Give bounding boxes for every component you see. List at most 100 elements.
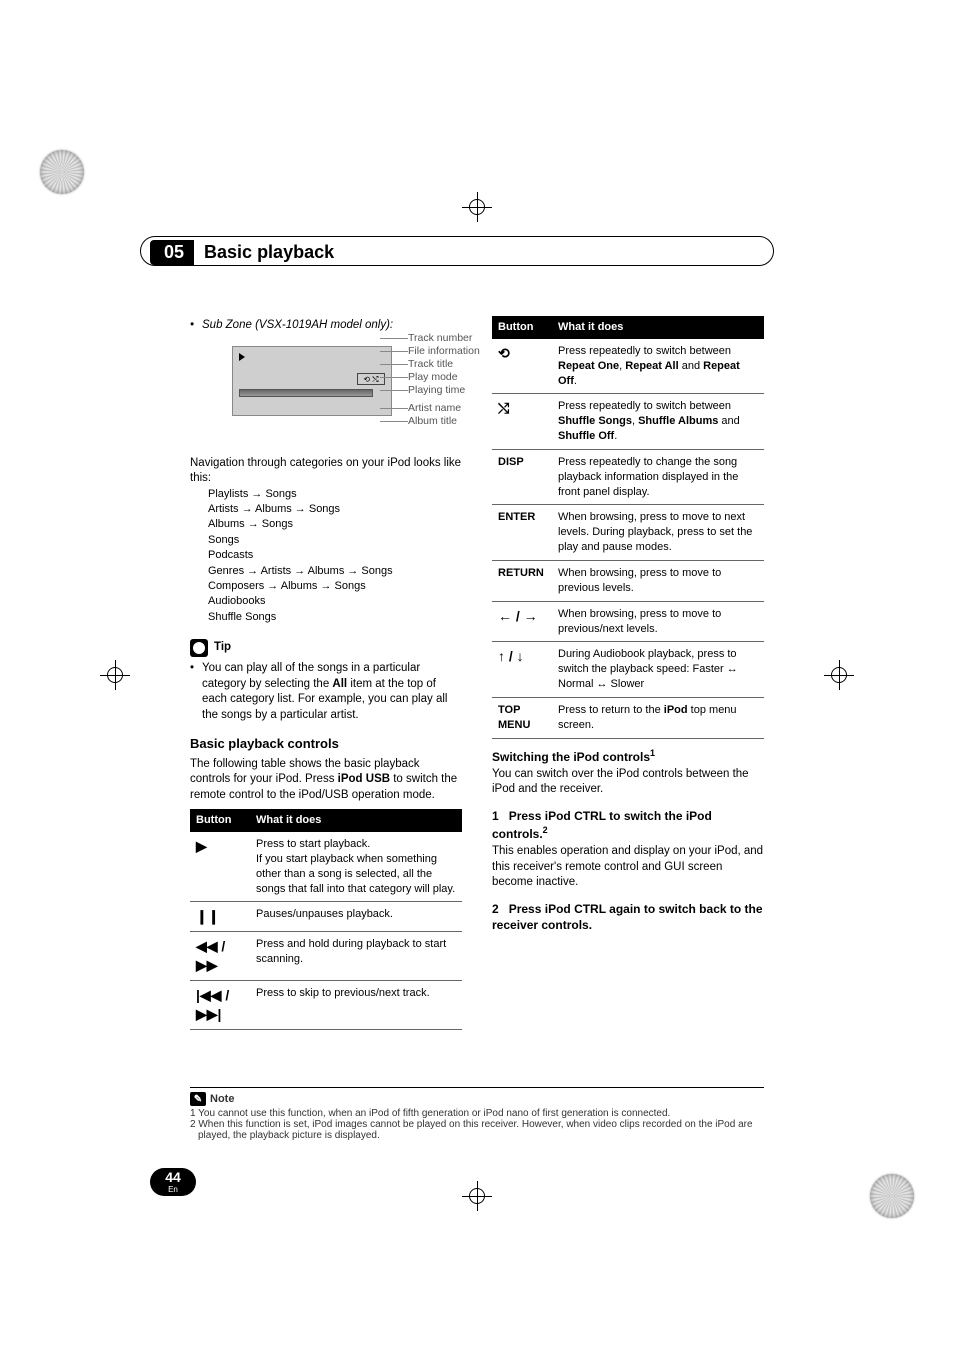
btn-disp: DISP (492, 449, 552, 505)
t: Press repeatedly to switch between (558, 345, 731, 357)
left-column: Sub Zone (VSX-1019AH model only): ⟲ ⤭ Tr… (190, 316, 462, 1101)
desc: Press to return to the iPod top menu scr… (552, 697, 764, 738)
nav-line: Genres → Artists → Albums → Songs (208, 564, 462, 579)
table-row: ↑ / ↓ During Audiobook playback, press t… (492, 642, 764, 698)
play-icon (239, 353, 245, 361)
table-row: ▶ Press to start playback. If you start … (190, 832, 462, 902)
play-mode-box: ⟲ ⤭ (357, 373, 385, 385)
tip-heading: Tip (190, 639, 462, 657)
tip-text-bold: All (332, 678, 347, 690)
registration-rosette (870, 1174, 914, 1218)
note-icon: ✎ (190, 1092, 206, 1106)
basic-playback-heading: Basic playback controls (190, 735, 462, 753)
desc: Press to skip to previous/next track. (250, 981, 462, 1030)
right-column: Button What it does ⟲ Press repeatedly t… (492, 316, 764, 1101)
table-row: ❙❙ Pauses/unpauses playback. (190, 902, 462, 932)
nav-line: Shuffle Songs (208, 610, 462, 625)
nav-line: Podcasts (208, 548, 462, 563)
footnote-block: ✎ Note 1 You cannot use this function, w… (190, 1087, 764, 1141)
t: Press to return to the (558, 704, 664, 716)
desc: Press to start playback. If you start pl… (250, 832, 462, 902)
tip-label: Tip (214, 640, 231, 656)
ipod-display-figure: ⟲ ⤭ Track number File information Track … (190, 338, 462, 448)
nav-line: Songs (208, 533, 462, 548)
table-row: ◀◀ / ▶▶ Press and hold during playback t… (190, 932, 462, 981)
btn-enter: ENTER (492, 505, 552, 561)
extended-controls-table: Button What it does ⟲ Press repeatedly t… (492, 316, 764, 739)
btn-play: ▶ (190, 832, 250, 902)
footnote-2: 2 When this function is set, iPod images… (190, 1119, 764, 1141)
nav-line: Artists → Albums → Songs (208, 502, 462, 517)
nav-intro: Navigation through categories on your iP… (190, 456, 462, 487)
desc: Press repeatedly to switch between Repea… (552, 339, 764, 394)
table-row: |◀◀ / ▶▶| Press to skip to previous/next… (190, 981, 462, 1030)
desc: During Audiobook playback, press to swit… (552, 642, 764, 698)
chapter-number-badge: 05 (150, 240, 194, 265)
step2-text: Press iPod CTRL again to switch back to … (492, 902, 763, 932)
desc: Pauses/unpauses playback. (250, 902, 462, 932)
desc: When browsing, press to move to next lev… (552, 505, 764, 561)
b: Shuffle Songs (558, 415, 632, 427)
step1-text: Press iPod CTRL to switch the iPod contr… (492, 809, 712, 841)
switching-heading: Switching the iPod controls1 (492, 747, 764, 765)
registration-rosette (40, 150, 84, 194)
crop-cross (100, 660, 130, 690)
chapter-title: Basic playback (204, 242, 334, 263)
step2: 2 Press iPod CTRL again to switch back t… (492, 901, 764, 933)
t: and (718, 415, 739, 427)
b: Shuffle Albums (638, 415, 718, 427)
switching-heading-sup: 1 (650, 748, 655, 758)
callout-album-title: Album title (408, 414, 457, 428)
th-button: Button (190, 809, 250, 832)
nav-line: Composers → Albums → Songs (208, 579, 462, 594)
basic-playback-intro: The following table shows the basic play… (190, 757, 462, 804)
desc: Press repeatedly to switch between Shuff… (552, 394, 764, 450)
th-desc: What it does (552, 316, 764, 339)
page-lang: En (168, 1186, 178, 1194)
table-row: DISP Press repeatedly to change the song… (492, 449, 764, 505)
th-desc: What it does (250, 809, 462, 832)
desc: When browsing, press to move to previous… (552, 601, 764, 642)
crop-cross (824, 660, 854, 690)
crop-cross (462, 1181, 492, 1211)
btn-pause: ❙❙ (190, 902, 250, 932)
btn-updown: ↑ / ↓ (492, 642, 552, 698)
table-row: TOP MENU Press to return to the iPod top… (492, 697, 764, 738)
desc: When browsing, press to move to previous… (552, 560, 764, 601)
btn-repeat: ⟲ (492, 339, 552, 394)
table-row: RETURN When browsing, press to move to p… (492, 560, 764, 601)
btn-leftright: ← / → (492, 601, 552, 642)
basic-controls-table: Button What it does ▶ Press to start pla… (190, 809, 462, 1030)
t: and (679, 360, 703, 372)
btn-return: RETURN (492, 560, 552, 601)
tip-text: You can play all of the songs in a parti… (190, 661, 462, 723)
page-number: 44 (165, 1170, 181, 1184)
ipod-screen-graphic: ⟲ ⤭ (232, 346, 392, 416)
footnote-1: 1 You cannot use this function, when an … (190, 1108, 764, 1119)
btn-topmenu: TOP MENU (492, 697, 552, 738)
step1-sup: 2 (543, 825, 548, 835)
step2-num: 2 (492, 902, 499, 916)
table-row: ← / → When browsing, press to move to pr… (492, 601, 764, 642)
nav-line: Albums → Songs (208, 517, 462, 532)
note-label: Note (210, 1093, 234, 1105)
callout-playing-time: Playing time (408, 383, 465, 397)
table-row: ENTER When browsing, press to move to ne… (492, 505, 764, 561)
t: Press repeatedly to switch between (558, 400, 731, 412)
chapter-header: 05 Basic playback (150, 240, 764, 265)
table-row: ⤭ Press repeatedly to switch between Shu… (492, 394, 764, 450)
btn-skip: |◀◀ / ▶▶| (190, 981, 250, 1030)
nav-line: Playlists → Songs (208, 487, 462, 502)
nav-line: Audiobooks (208, 594, 462, 609)
btn-shuffle: ⤭ (492, 394, 552, 450)
gear-icon (190, 639, 208, 657)
switching-heading-text: Switching the iPod controls (492, 750, 650, 764)
b: Repeat One (558, 360, 619, 372)
step1: 1 Press iPod CTRL to switch the iPod con… (492, 808, 764, 842)
basic-intro-bold: iPod USB (338, 773, 390, 785)
th-button: Button (492, 316, 552, 339)
desc: Press and hold during playback to start … (250, 932, 462, 981)
ipod-nav-list: Playlists → Songs Artists → Albums → Son… (208, 487, 462, 626)
note-flag: ✎ Note (190, 1092, 234, 1106)
page-number-badge: 44 En (150, 1168, 196, 1196)
